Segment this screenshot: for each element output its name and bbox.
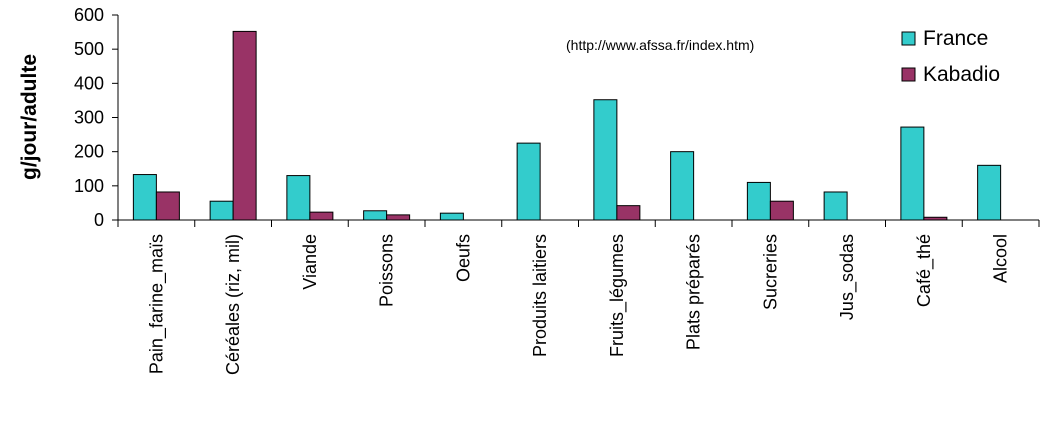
- y-tick-label: 400: [74, 73, 104, 93]
- y-tick-label: 200: [74, 142, 104, 162]
- bar-france-0: [132, 174, 157, 221]
- category-label: Fruits_légumes: [607, 234, 628, 357]
- legend-swatch-kabadio: [901, 67, 916, 82]
- legend-swatch-france: [901, 31, 916, 46]
- bar-france-10: [900, 126, 925, 221]
- bar-kabadio-3: [386, 214, 411, 221]
- category-label: Pain_farine_maïs: [146, 234, 167, 374]
- category-label: Produits laitiers: [530, 234, 550, 357]
- y-tick-label: 300: [74, 108, 104, 128]
- bar-france-3: [363, 210, 388, 221]
- bars: [132, 30, 1002, 221]
- category-labels: Pain_farine_maïs Céréales (riz, mil) Viand…: [146, 234, 1010, 375]
- x-axis-ticks: [117, 220, 1040, 227]
- y-tick-label: 600: [74, 5, 104, 25]
- y-tick-label: 0: [94, 210, 104, 230]
- bar-france-9: [823, 191, 848, 221]
- category-label: Céréales (riz, mil): [223, 234, 243, 375]
- bar-france-8: [746, 181, 771, 221]
- bar-france-1: [209, 200, 234, 221]
- bar-kabadio-2: [309, 211, 334, 221]
- y-tick-label: 500: [74, 39, 104, 59]
- source-annotation: (http://www.afssa.fr/index.htm): [566, 37, 754, 53]
- bar-kabadio-0: [155, 191, 180, 221]
- bar-france-11: [977, 164, 1002, 221]
- category-label: Viande: [300, 234, 320, 290]
- bar-france-7: [670, 151, 695, 221]
- bar-kabadio-8: [769, 200, 794, 221]
- y-axis-label: g/jour/adulte: [18, 54, 41, 180]
- category-label: Plats préparés: [684, 234, 704, 350]
- bar-france-2: [286, 175, 311, 221]
- bar-kabadio-1: [232, 30, 257, 221]
- category-label: Poissons: [377, 234, 397, 307]
- bar-france-6: [593, 99, 618, 221]
- category-label: Sucreries: [760, 234, 780, 310]
- category-label: Oeufs: [453, 234, 473, 282]
- y-tick-label: 100: [74, 176, 104, 196]
- legend-label-france: France: [923, 27, 988, 50]
- bar-france-5: [516, 142, 541, 221]
- category-label: Alcool: [991, 234, 1011, 283]
- category-label: Jus_sodas: [837, 234, 858, 320]
- legend: France Kabadio: [901, 27, 1000, 86]
- bar-kabadio-6: [616, 205, 641, 221]
- legend-label-kabadio: Kabadio: [923, 63, 1000, 86]
- bar-france-4: [439, 212, 464, 221]
- category-label: Café_thé: [914, 234, 935, 307]
- y-axis-ticks: 0 100 200 300 400 500 600: [74, 5, 118, 230]
